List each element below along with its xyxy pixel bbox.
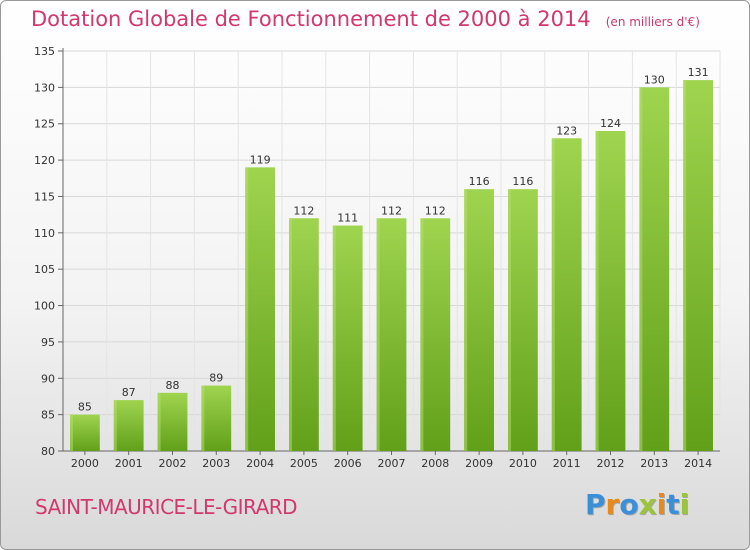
y-tick-label: 90 [41, 372, 55, 385]
logo-letter: x [638, 488, 657, 521]
bar-highlight [639, 87, 643, 451]
value-label: 123 [556, 124, 577, 137]
x-tick-label: 2012 [597, 457, 625, 470]
logo-letter: r [605, 488, 620, 521]
bar-highlight [113, 400, 117, 451]
x-tick-label: 2010 [509, 457, 537, 470]
bar-highlight [595, 131, 599, 451]
x-tick-label: 2009 [465, 457, 493, 470]
logo-letter: i [679, 488, 690, 521]
x-tick-label: 2008 [421, 457, 449, 470]
x-tick-label: 2003 [202, 457, 230, 470]
value-label: 131 [688, 66, 709, 79]
x-tick-label: 2002 [159, 457, 187, 470]
bar [551, 138, 582, 452]
bar-highlight [551, 138, 555, 452]
bar [595, 131, 626, 451]
x-tick-label: 2011 [553, 457, 581, 470]
bar-highlight [157, 392, 161, 451]
bar-highlight [420, 218, 424, 451]
value-label: 112 [425, 204, 446, 217]
value-label: 119 [250, 153, 271, 166]
x-tick-label: 2004 [246, 457, 274, 470]
bar [201, 385, 232, 451]
bar-highlight [70, 414, 74, 451]
bar [376, 218, 407, 451]
y-tick-label: 100 [34, 300, 55, 313]
y-tick-label: 110 [34, 227, 55, 240]
bar-highlight [289, 218, 293, 451]
bar [639, 87, 670, 451]
chart-subtitle: (en milliers d'€) [605, 15, 700, 29]
title-row: Dotation Globale de Fonctionnement de 20… [31, 7, 700, 31]
x-tick-label: 2006 [334, 457, 362, 470]
bar-highlight [683, 80, 687, 451]
value-label: 112 [293, 204, 314, 217]
value-label: 116 [469, 175, 490, 188]
value-label: 88 [166, 379, 180, 392]
logo-letter: t [666, 488, 680, 521]
value-label: 112 [381, 204, 402, 217]
x-tick-label: 2013 [640, 457, 668, 470]
bar [70, 414, 100, 451]
bar [245, 167, 275, 451]
x-tick-label: 2007 [378, 457, 406, 470]
bar [113, 400, 144, 451]
bars [70, 80, 713, 452]
bar [332, 225, 363, 451]
value-label: 87 [122, 386, 136, 399]
labels: 80 85 90 95 100 105 110 115 120 125 130 135 85 2000 87… [34, 45, 712, 470]
x-tick-label: 2000 [71, 457, 99, 470]
value-label: 89 [209, 372, 223, 385]
bar [464, 189, 494, 451]
x-tick-label: 2001 [115, 457, 143, 470]
y-tick-label: 80 [41, 445, 55, 458]
proxiti-logo[interactable]: Proxiti [585, 488, 689, 521]
bar [157, 392, 188, 451]
x-tick-label: 2014 [684, 457, 712, 470]
logo-letter: P [585, 488, 606, 521]
y-tick-label: 85 [41, 409, 55, 422]
value-label: 111 [337, 212, 358, 225]
commune-name: SAINT-MAURICE-LE-GIRARD [35, 495, 298, 519]
bar [508, 189, 538, 451]
y-tick-label: 115 [34, 190, 55, 203]
chart-title: Dotation Globale de Fonctionnement de 20… [31, 7, 591, 31]
value-label: 116 [512, 175, 533, 188]
bar-highlight [464, 189, 468, 451]
bar-highlight [508, 189, 512, 451]
bar-highlight [201, 385, 205, 451]
value-label: 124 [600, 117, 621, 130]
bar [289, 218, 319, 451]
value-label: 85 [78, 401, 92, 414]
logo-letter: o [619, 488, 639, 521]
y-tick-label: 120 [34, 154, 55, 167]
logo-letter: i [656, 488, 667, 521]
value-label: 130 [644, 73, 665, 86]
bar-highlight [376, 218, 380, 451]
bar-highlight [332, 225, 336, 451]
y-tick-label: 95 [41, 336, 55, 349]
bar [683, 80, 713, 451]
y-tick-label: 135 [34, 45, 55, 58]
y-tick-label: 130 [34, 81, 55, 94]
bar-highlight [245, 167, 249, 451]
y-tick-label: 125 [34, 118, 55, 131]
bar [420, 218, 451, 451]
x-tick-label: 2005 [290, 457, 318, 470]
y-tick-label: 105 [34, 263, 55, 276]
